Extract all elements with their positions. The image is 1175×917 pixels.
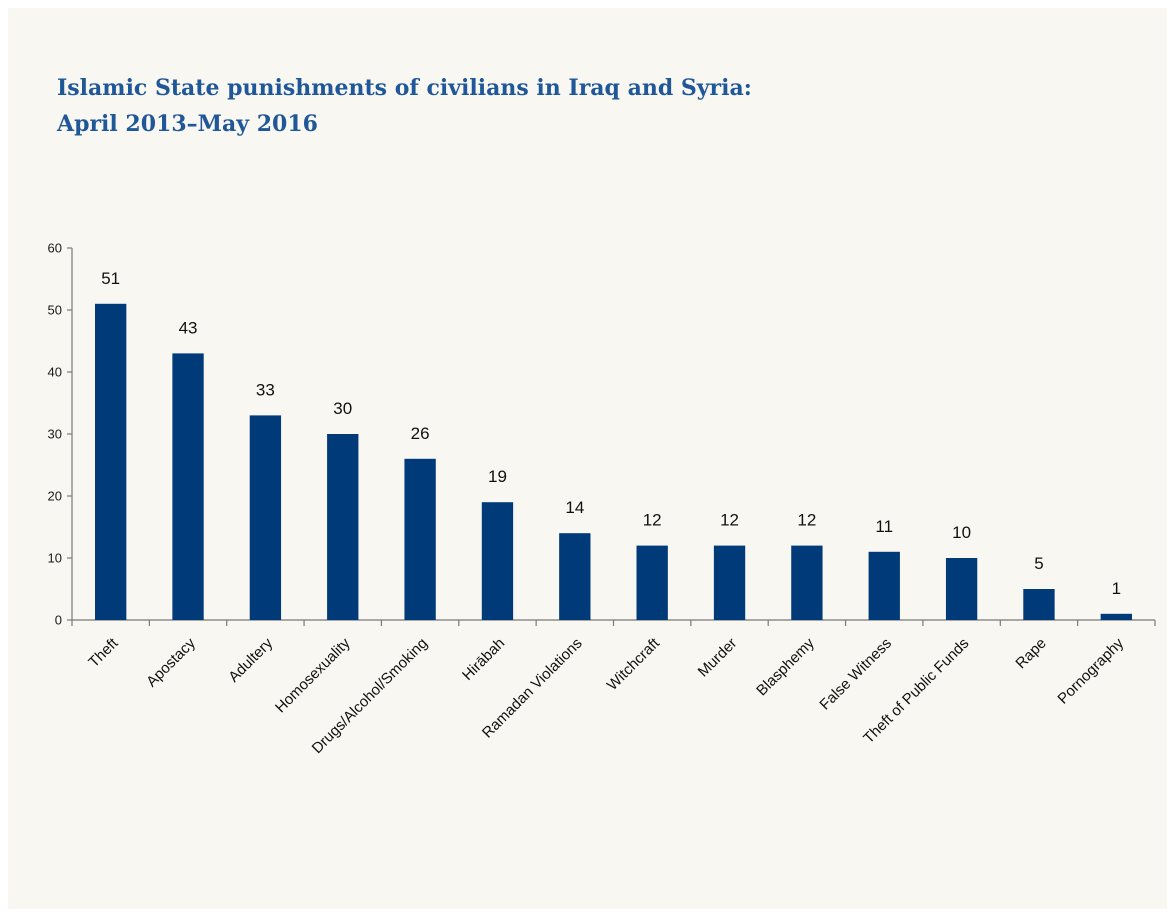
- bar-10: [868, 551, 900, 620]
- bar-2: [249, 415, 282, 620]
- category-label-13: Pornography: [1054, 634, 1127, 707]
- category-label-1: Apostacy: [143, 634, 199, 690]
- y-axis: 0 10 20 30 40 50 60: [48, 241, 73, 628]
- chart-title-line-1: Islamic State punishments of civilians i…: [57, 75, 752, 101]
- x-axis: [71, 619, 1156, 626]
- value-label-8: 12: [720, 511, 739, 530]
- category-label-10: False Witness: [816, 635, 895, 714]
- value-label-11: 10: [952, 523, 971, 542]
- y-tick-label: 50: [48, 303, 62, 318]
- bar-6: [559, 533, 591, 620]
- value-label-4: 26: [411, 424, 430, 443]
- category-label-8: Murder: [695, 635, 741, 681]
- value-label-10: 11: [875, 517, 893, 536]
- value-label-0: 51: [101, 269, 120, 288]
- value-label-12: 5: [1034, 554, 1043, 573]
- value-label-3: 30: [333, 399, 352, 418]
- y-tick-label: 10: [48, 551, 62, 566]
- y-tick-label: 0: [55, 613, 62, 628]
- bar-9: [791, 545, 823, 620]
- chart-title-line-2: April 2013–May 2016: [57, 111, 318, 137]
- bar-3: [327, 434, 359, 620]
- bar-7: [636, 545, 668, 620]
- category-label-7: Witchcraft: [604, 634, 664, 694]
- category-label-3: Homosexuality: [272, 634, 354, 716]
- y-tick-label: 40: [48, 365, 62, 380]
- value-label-1: 43: [179, 318, 198, 337]
- bar-11: [945, 558, 978, 620]
- category-label-9: Blasphemy: [753, 634, 818, 699]
- y-tick-label: 30: [48, 427, 62, 442]
- value-label-5: 19: [488, 467, 507, 486]
- bar-8: [713, 545, 746, 620]
- chart-title: Islamic State punishments of civilians i…: [57, 70, 957, 142]
- bar-0: [95, 303, 127, 620]
- category-label-0: Theft: [85, 634, 122, 671]
- bar-5: [481, 502, 514, 620]
- y-tick-label: 20: [48, 489, 62, 504]
- bar-1: [172, 353, 204, 620]
- bar-13: [1100, 613, 1132, 620]
- value-label-13: 1: [1112, 579, 1121, 598]
- bars: [95, 303, 1132, 620]
- bar-12: [1023, 589, 1055, 620]
- value-label-7: 12: [643, 511, 662, 530]
- bar-4: [404, 458, 436, 620]
- value-label-6: 14: [565, 498, 584, 517]
- category-label-2: Adultery: [225, 634, 276, 685]
- category-labels: Theft Apostacy AdulteryHomosexualityDrugs/…: [85, 634, 1127, 757]
- category-label-12: Rape: [1012, 635, 1049, 672]
- value-label-2: 33: [256, 380, 275, 399]
- value-label-9: 12: [797, 511, 816, 530]
- y-tick-label: 60: [48, 241, 62, 256]
- category-label-5: Hirābah: [459, 635, 508, 684]
